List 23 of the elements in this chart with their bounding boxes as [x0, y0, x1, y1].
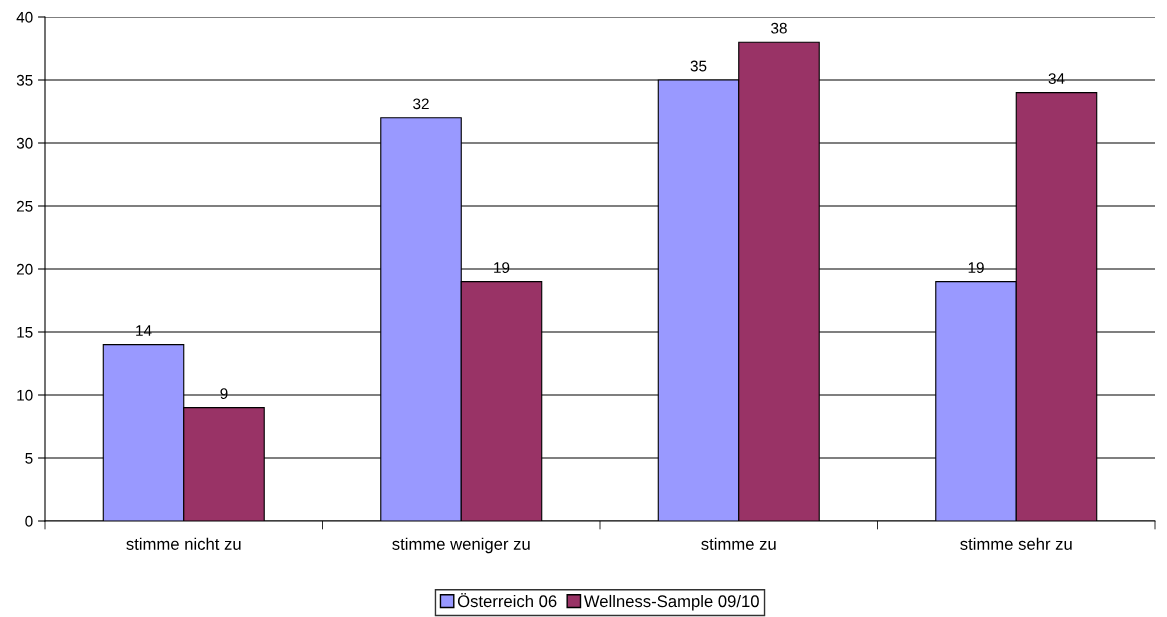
data-label: 19 [494, 262, 510, 274]
y-tick-label: 25 [16, 200, 33, 212]
data-label: 35 [690, 60, 707, 72]
data-label: 38 [771, 22, 787, 34]
y-tick-label: 30 [16, 137, 33, 149]
data-label: 32 [413, 98, 429, 110]
y-tick-label: 10 [17, 389, 33, 401]
x-tick-label: stimme nicht zu [126, 537, 241, 550]
legend-label: Österreich 06 [457, 593, 557, 608]
x-tick-label: stimme weniger zu [392, 537, 530, 554]
x-tick-label: stimme sehr zu [960, 537, 1072, 550]
data-label: 19 [968, 262, 984, 274]
data-label: 34 [1048, 73, 1065, 85]
x-tick-label: stimme zu [701, 537, 776, 550]
legend-label: Wellness-Sample 09/10 [583, 594, 759, 611]
y-tick-label: 35 [16, 74, 33, 86]
data-label: 9 [220, 388, 228, 400]
data-label: 14 [136, 325, 152, 336]
y-tick-label: 20 [16, 263, 33, 275]
y-tick-label: 15 [17, 327, 33, 338]
y-tick-label: 40 [16, 11, 33, 23]
y-tick-label: 5 [25, 453, 33, 464]
y-tick-label: 0 [25, 515, 33, 527]
